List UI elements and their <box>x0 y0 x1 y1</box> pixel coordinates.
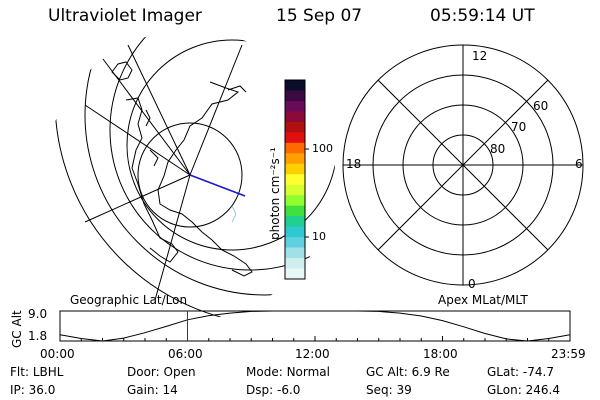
geo-lat-circle <box>126 39 335 251</box>
colorbar-stripe <box>285 163 305 175</box>
coastline <box>227 85 247 93</box>
x-tick-label: 18:00 <box>423 347 458 361</box>
glon-field: GLon: 246.4 <box>487 383 560 397</box>
dsp-field: Dsp: -6.0 <box>246 383 301 397</box>
colorbar-stripe <box>285 153 305 165</box>
coastline <box>145 109 151 127</box>
mlat-label: 60 <box>533 99 548 113</box>
y-axis-label: GC Alt <box>10 310 24 348</box>
time-label: 05:59:14 UT <box>430 6 535 26</box>
geo-lat-circle <box>137 122 243 228</box>
coastline <box>111 61 133 81</box>
x-tick-label: 06:00 <box>168 347 203 361</box>
coastline <box>157 81 253 277</box>
colorbar-stripe <box>285 174 305 186</box>
coastline <box>149 149 159 167</box>
x-tick-label: 12:00 <box>295 347 330 361</box>
colorbar-frame <box>284 79 306 280</box>
geo-meridian <box>84 174 191 223</box>
mlt-label-left: 18 <box>346 157 361 171</box>
geo-lat-circle <box>84 30 335 296</box>
y-tick-label: 1.8 <box>28 329 47 343</box>
apex-mlt-line <box>377 79 549 251</box>
geo-meridian <box>189 44 243 176</box>
colorbar-stripe <box>285 80 305 92</box>
sun-direction-line <box>189 174 246 197</box>
mlat-label: 70 <box>511 120 526 134</box>
colorbar-stripe <box>285 121 305 133</box>
colorbar-tick-label: 10 <box>312 230 326 243</box>
seq-field: Seq: 39 <box>366 383 412 397</box>
x-tick-label: 23:59 <box>551 347 586 361</box>
geo-meridian <box>154 174 191 301</box>
coastline <box>125 97 179 263</box>
colorbar-stripe <box>285 268 305 280</box>
colorbar-stripe <box>285 132 305 144</box>
ip-field: IP: 36.0 <box>10 383 56 397</box>
mlat-label: 80 <box>490 142 505 156</box>
colorbar-stripe <box>285 205 305 217</box>
y-tick-label: 9.0 <box>28 307 47 321</box>
mlt-label-right: 6 <box>575 157 583 171</box>
mlt-label-bottom: 0 <box>468 277 476 291</box>
mode-field: Mode: Normal <box>246 365 330 379</box>
colorbar-stripe <box>285 100 305 113</box>
apex-panel-label: Apex MLat/MLT <box>438 293 528 307</box>
geo-meridian <box>84 104 191 176</box>
colorbar-stripe <box>285 226 305 238</box>
geo-meridian <box>127 44 191 176</box>
colorbar-tick-label: 100 <box>312 142 333 155</box>
colorbar-stripe <box>285 111 305 123</box>
geo-panel-label: Geographic Lat/Lon <box>70 293 188 307</box>
flt-field: Flt: LBHL <box>10 365 64 379</box>
colorbar-stripe <box>285 90 305 102</box>
date-label: 15 Sep 07 <box>276 6 363 26</box>
colorbar-stripe <box>285 258 305 270</box>
glat-field: GLat: -74.7 <box>487 365 554 379</box>
colorbar-stripe <box>285 247 305 259</box>
gcalt-field: GC Alt: 6.9 Re <box>366 365 450 379</box>
door-field: Door: Open <box>127 365 196 379</box>
gain-field: Gain: 14 <box>127 383 178 397</box>
colorbar-stripe <box>285 184 305 196</box>
colorbar-stripe <box>285 195 305 207</box>
colorbar-unit-label: photon cm⁻²s⁻¹ <box>268 147 282 240</box>
x-tick-label: 00:00 <box>40 347 75 361</box>
faint-emission <box>231 205 237 223</box>
colorbar-stripe <box>285 237 305 249</box>
colorbar-stripe <box>285 216 305 228</box>
altitude-series-line <box>59 310 571 342</box>
instrument-title: Ultraviolet Imager <box>48 6 202 26</box>
colorbar-stripe <box>285 142 305 154</box>
mlt-label-top: 12 <box>472 49 487 63</box>
